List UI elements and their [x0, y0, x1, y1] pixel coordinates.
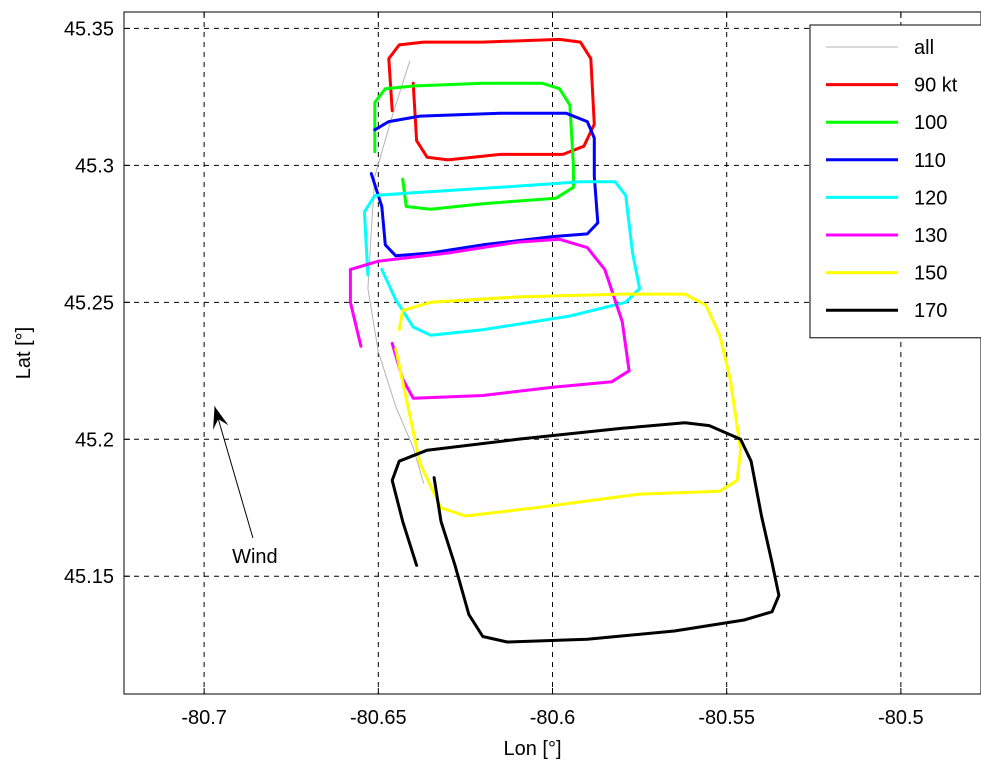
legend-entry: 100 [914, 112, 947, 134]
legend-entry: 110 [914, 150, 946, 172]
legend: all 90 kt 100 110 120 130 150 170 [809, 24, 981, 339]
series-layer [348, 37, 781, 644]
legend-entry: all [914, 37, 934, 59]
series-line [369, 111, 600, 258]
x-tick-label: -80.5 [878, 707, 924, 729]
y-tick-label: 45.15 [64, 566, 114, 588]
legend-entry: 150 [914, 263, 947, 285]
wind-arrow-line [214, 406, 254, 539]
y-tick-label: 45.3 [75, 155, 114, 177]
y-tick-label: 45.2 [75, 429, 114, 451]
ticks: -80.7 -80.65 -80.6 -80.55 -80.5 45.15 45.2 45.2… [64, 12, 924, 729]
y-axis-label: Lat [°] [13, 327, 35, 379]
series-line [348, 237, 631, 400]
annotations: Wind [213, 406, 278, 568]
wind-arrow-head [213, 406, 229, 430]
legend-box [809, 24, 981, 339]
x-tick-label: -80.6 [530, 707, 576, 729]
x-tick-label: -80.55 [698, 707, 755, 729]
legend-entry: 130 [914, 225, 947, 247]
legend-entry: 170 [914, 300, 947, 322]
series-line [362, 180, 642, 337]
series-line [367, 60, 425, 484]
y-tick-label: 45.25 [64, 292, 114, 314]
wind-label: Wind [232, 546, 278, 568]
x-axis-label: Lon [°] [503, 738, 561, 760]
x-tick-label: -80.7 [181, 707, 227, 729]
legend-entry: 90 kt [914, 75, 958, 97]
x-tick-label: -80.65 [350, 707, 407, 729]
series-line [373, 81, 575, 211]
series-line [387, 37, 596, 162]
y-tick-label: 45.35 [64, 18, 114, 40]
legend-entry: 120 [914, 187, 947, 209]
series-line [390, 421, 781, 644]
series-line [394, 292, 743, 518]
